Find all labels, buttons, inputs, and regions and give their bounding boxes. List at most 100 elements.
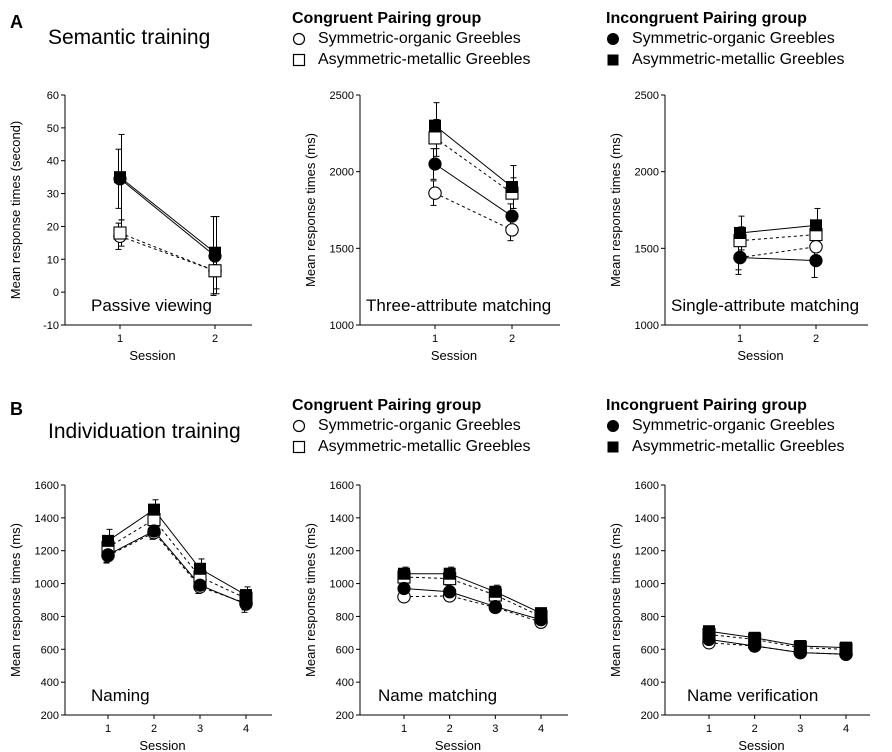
series-line-filled-square [119,176,216,254]
y-tick-label: 1200 [635,546,659,558]
y-tick-label: 1600 [635,480,659,492]
legend-heading-incongruent: Incongruent Pairing group [606,10,807,27]
legend-heading-incongruent: Incongruent Pairing group [606,397,807,414]
filled-square-icon [607,54,619,65]
open-square-icon [292,440,306,453]
y-tick-label: 800 [336,611,354,623]
data-point-filled-circle [488,599,502,614]
data-point-filled-square [443,567,456,580]
legend-label: Symmetric-organic Greebles [318,29,521,47]
y-axis-label: Mean response times (ms) [608,133,623,287]
y-tick-label: 200 [336,710,354,722]
filled-square-icon [607,441,619,452]
subplot-title: Name matching [378,686,497,705]
legend-item-symmetric-organic-congruent: Symmetric-organic Greebles [292,28,530,49]
data-point-filled-square [398,567,410,580]
series-line-filled-circle [119,178,216,257]
subplot-title: Passive viewing [91,296,212,315]
legend-incongruent-a: Incongruent Pairing group Symmetric-orga… [606,10,844,70]
legend-label: Symmetric-organic Greebles [632,29,835,47]
series-line-open-square [107,518,247,599]
data-point-filled-circle [505,209,519,223]
y-axis-label: Mean response times (ms) [8,523,23,677]
x-tick-label: 2 [752,723,758,735]
subplot-title: Single-attribute matching [671,296,859,315]
y-tick-label: 2000 [635,167,659,179]
legend-item-symmetric-organic-incongruent: Symmetric-organic Greebles [606,28,844,49]
y-tick-label: 30 [47,189,59,201]
panel-title-semantic-training: Semantic training [48,26,211,49]
data-point-filled-square [489,585,502,598]
y-tick-label: -10 [43,320,59,332]
data-point-filled-square [794,640,807,652]
data-point-filled-circle [147,524,161,538]
data-point-filled-square [840,641,852,654]
data-point-open-circle [428,186,442,200]
data-point-filled-square [102,534,114,547]
series-line-filled-circle [107,530,247,605]
series-line-open-circle [119,235,216,272]
series-line-open-square [739,234,817,242]
subplot-title: Name verification [687,686,818,705]
series-line-filled-square [107,508,247,596]
legend-label: Symmetric-organic Greebles [632,416,835,434]
subplot-title: Naming [91,686,150,705]
legend-heading-congruent: Congruent Pairing group [292,397,482,414]
x-axis-label: Session [435,738,481,752]
filled-circle-icon [607,32,619,45]
x-axis-label: Session [129,348,175,363]
data-point-filled-square [810,219,822,232]
series-line-filled-square [739,224,817,234]
data-point-open-square [113,226,127,240]
y-tick-label: 600 [641,644,659,656]
data-point-filled-circle [193,578,207,592]
y-tick-label: 60 [47,90,59,102]
x-tick-label: 1 [105,723,111,735]
panel-title-individuation-training: Individuation training [48,420,241,443]
y-axis-label: Mean response times (second) [8,121,23,299]
open-square-icon [292,53,306,66]
legend-congruent-a: Congruent Pairing group Symmetric-organi… [292,10,530,70]
x-axis-label: Session [737,348,783,363]
x-tick-label: 4 [538,723,544,735]
legend-label: Asymmetric-metallic Greebles [632,437,845,455]
y-tick-label: 10 [47,254,59,266]
y-tick-label: 1000 [35,579,59,591]
x-axis-label: Session [431,348,477,363]
data-point-filled-circle [428,157,442,171]
series-line-filled-square [708,630,847,649]
panel-letter-b: B [10,399,23,419]
y-tick-label: 40 [47,156,59,168]
x-tick-label: 3 [797,723,803,735]
data-point-filled-square [148,503,160,516]
series-line-filled-square [434,125,513,188]
subplot-1: -10 0 10 20 30 40 50 60 1 2 Session Mean response t… [8,90,252,363]
y-tick-label: 1500 [635,243,659,255]
data-point-filled-circle [809,254,823,268]
y-tick-label: 1600 [35,480,59,492]
legend-congruent-b: Congruent Pairing group Symmetric-organi… [292,397,530,457]
x-tick-label: 2 [813,333,819,345]
y-tick-label: 200 [641,710,659,722]
series-line-open-square [434,137,513,194]
x-tick-label: 2 [447,723,453,735]
y-tick-label: 1200 [330,546,354,558]
legend-heading-congruent: Congruent Pairing group [292,10,482,27]
series-line-open-circle [708,642,847,655]
data-point-open-square [428,131,442,145]
legend-label: Asymmetric-metallic Greebles [632,50,845,68]
data-point-filled-square [194,562,206,575]
y-tick-label: 800 [41,611,59,623]
y-tick-label: 1000 [635,579,659,591]
data-point-open-circle [505,223,519,237]
legend-item-symmetric-organic-incongruent: Symmetric-organic Greebles [606,415,844,436]
y-tick-label: 1000 [330,579,354,591]
data-point-filled-square [748,631,761,644]
subplot-title: Three-attribute matching [366,296,551,315]
y-tick-label: 400 [641,677,659,689]
x-tick-label: 3 [197,723,203,735]
series-line-open-square [119,232,216,272]
data-point-filled-circle [443,585,457,599]
x-tick-label: 4 [243,723,249,735]
series-line-filled-circle [708,638,847,655]
